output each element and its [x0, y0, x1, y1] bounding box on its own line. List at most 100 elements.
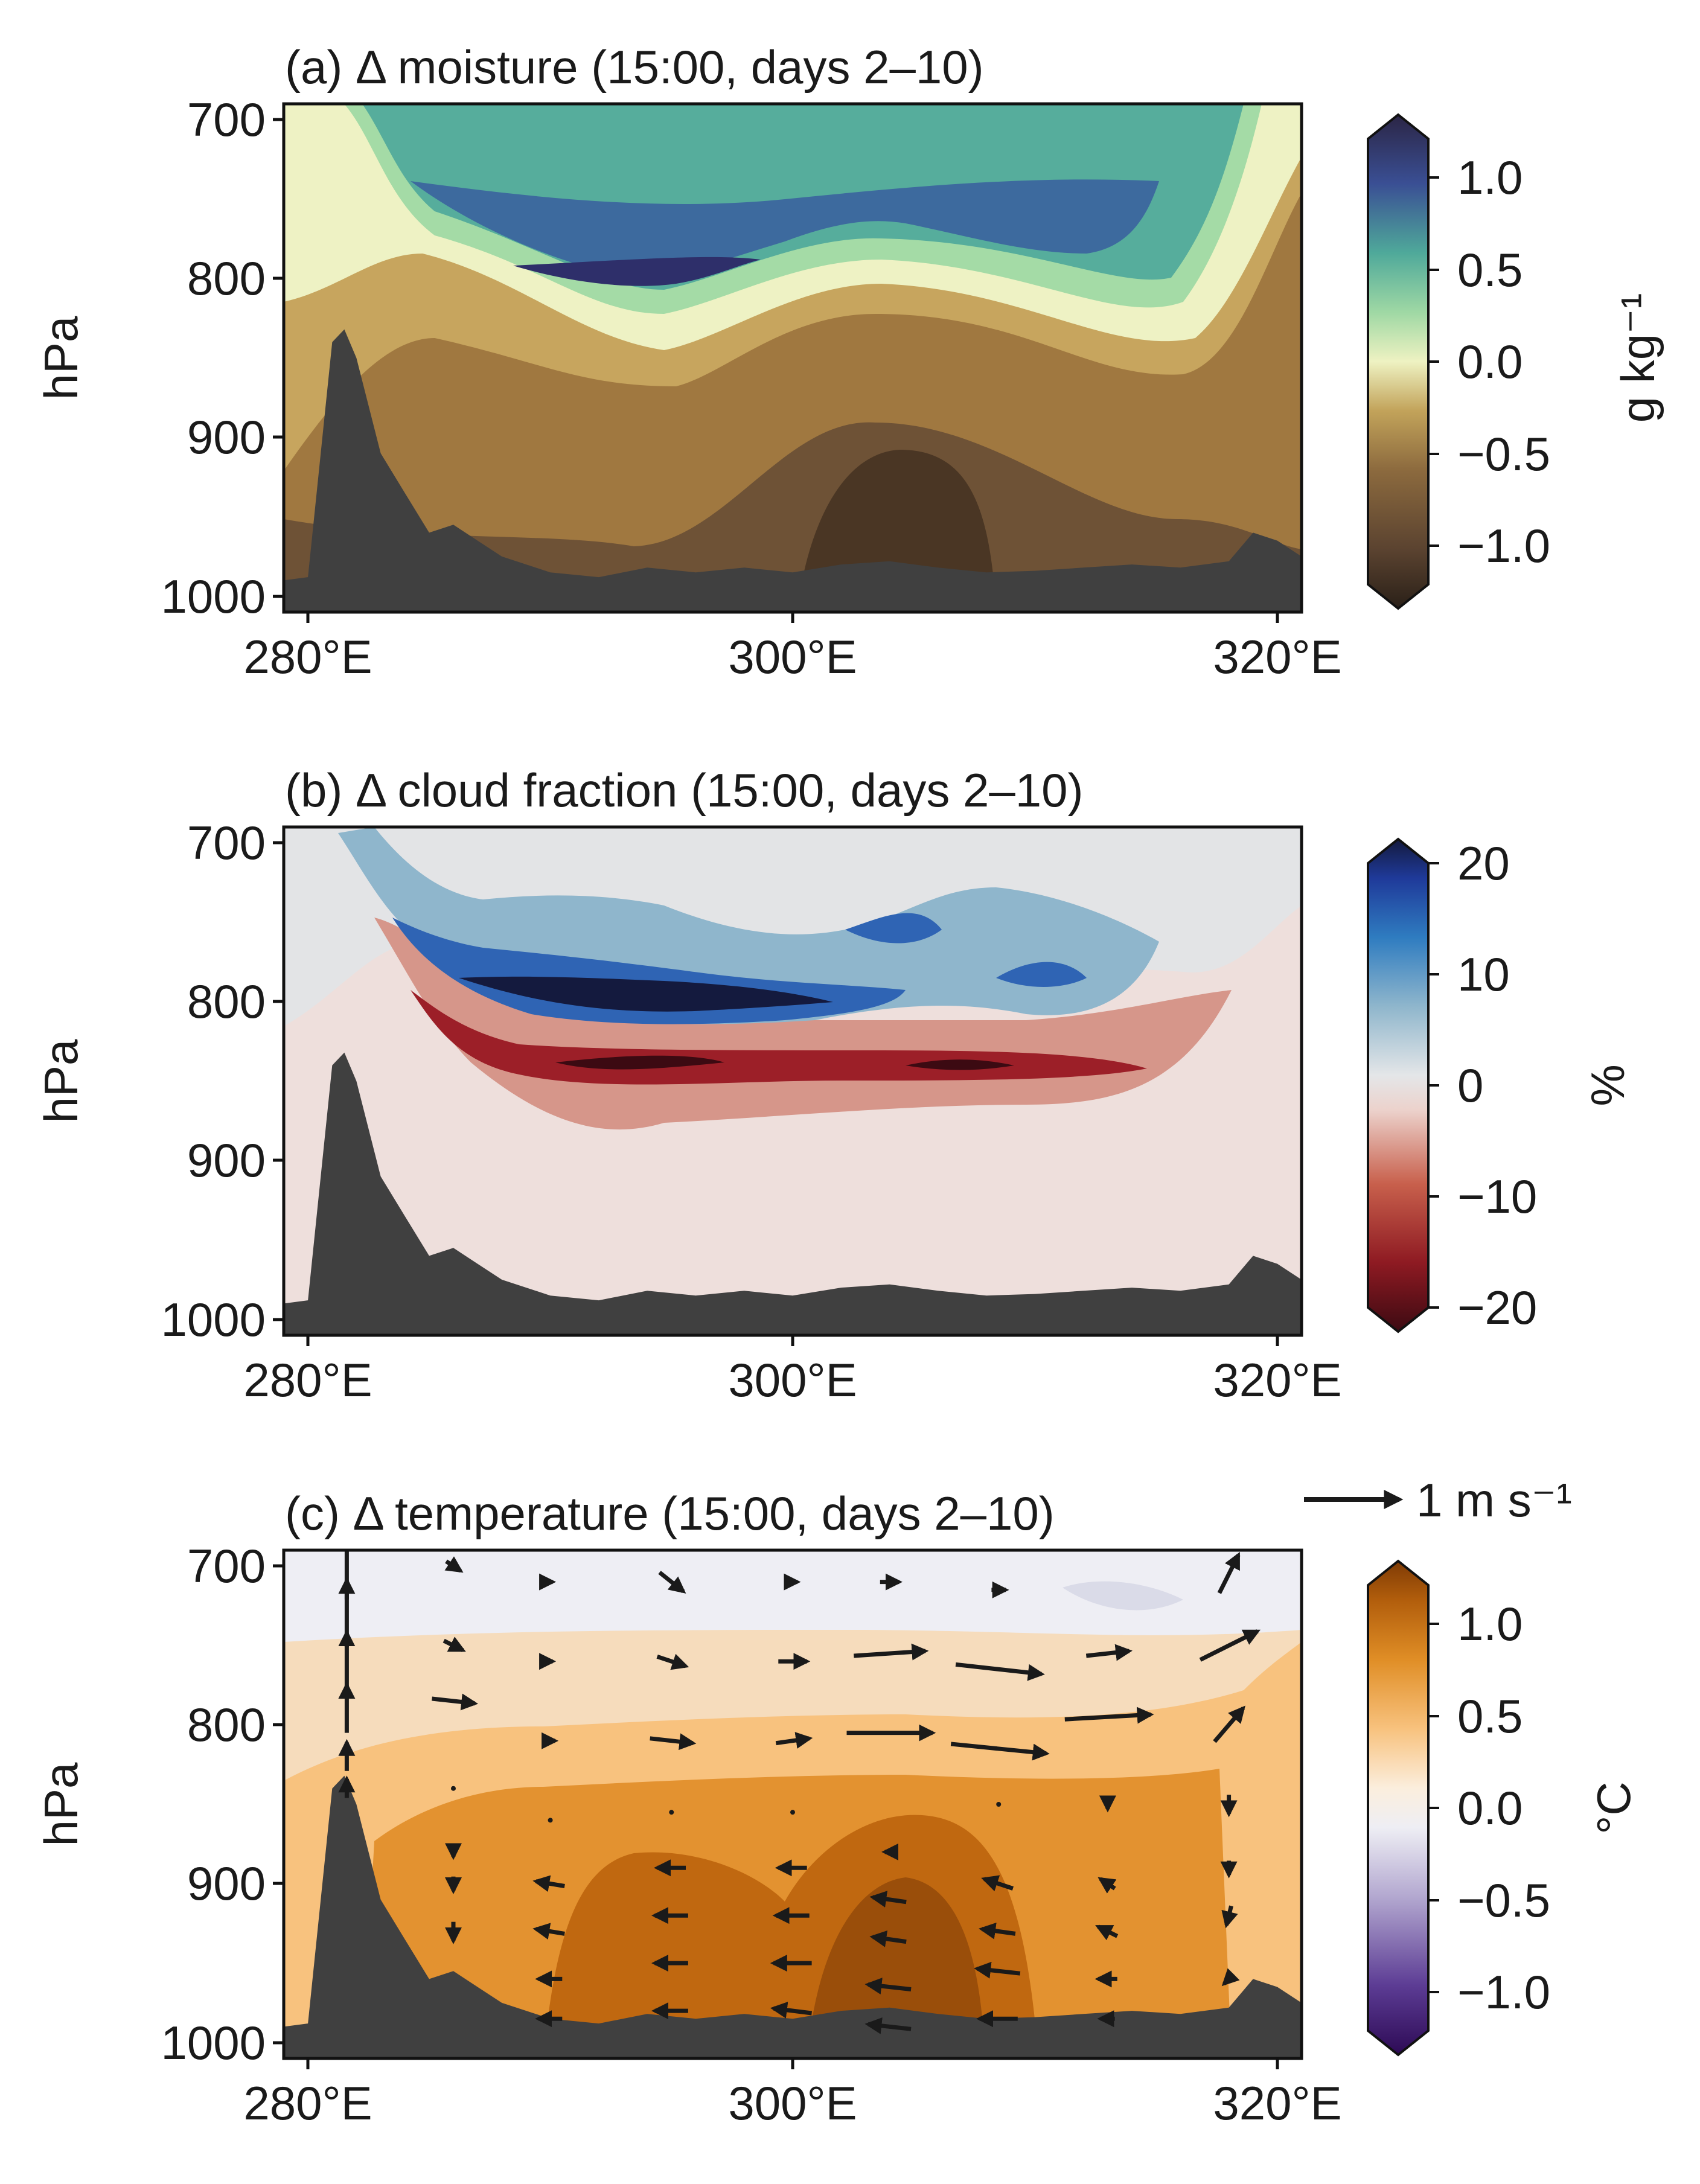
moisture-deep-dry-layer [284, 422, 1302, 612]
quiver-arrow [656, 1653, 689, 1670]
quiver-arrow [443, 1636, 466, 1652]
panel-a-terrain [284, 329, 1302, 612]
quiver-arrow [955, 1662, 1045, 1681]
panel-c-xticks: 280°E 300°E 320°E [243, 2058, 1342, 2130]
panel-b-cbar-tick-5: −20 [1457, 1281, 1537, 1334]
panel-a-xtick-300: 300°E [728, 630, 857, 683]
quiver-key: 1 m s⁻¹ [1304, 1474, 1572, 1527]
quiver-arrow [1221, 1905, 1238, 1929]
panel-b-title: (b) Δ cloud fraction (15:00, days 2–10) [285, 764, 1084, 817]
panel-c-xtick-280: 280°E [243, 2077, 372, 2130]
panel-a-cbar-tick-2: 0.5 [1457, 243, 1523, 296]
panel-b-colorbar-body [1367, 837, 1430, 1333]
panel-c-cbar-tick-2: 0.5 [1457, 1690, 1523, 1743]
panel-a: (a) Δ moisture (15:00, days 2–10) hPa 70 [34, 40, 1664, 683]
quiver-arrow [1095, 1924, 1119, 1941]
panel-b-yticks: 700 800 900 1000 [161, 816, 284, 1346]
panel-a-yticks: 700 800 900 1000 [161, 93, 284, 623]
panel-b-cbar-tick-1: 20 [1457, 837, 1510, 890]
panel-c-xtick-320: 320°E [1213, 2077, 1341, 2130]
panel-b-cbar-tick-2: 10 [1457, 948, 1510, 1001]
panel-a-cbar-tick-1: 1.0 [1457, 151, 1523, 204]
panel-a-xtick-320: 320°E [1213, 630, 1341, 683]
panel-c-ytick-700: 700 [187, 1539, 266, 1592]
panel-a-ytick-700: 700 [187, 93, 266, 146]
panel-c-colorbar: 1.0 0.5 0.0 −0.5 −1.0 °C [1367, 1559, 1640, 2057]
quiver-arrow [775, 1732, 813, 1749]
panel-c-terrain [284, 1775, 1302, 2058]
panel-c-cbar-tick-1: 1.0 [1457, 1597, 1523, 1650]
panel-c-ylabel: hPa [34, 1762, 88, 1846]
quiver-arrow [1217, 1551, 1241, 1594]
panel-c-cbar-tick-4: −0.5 [1457, 1874, 1550, 1927]
panel-a-xticks: 280°E 300°E 320°E [243, 612, 1342, 683]
panel-b-terrain [284, 1052, 1302, 1335]
panel-b: (b) Δ cloud fraction (15:00, days 2–10) … [34, 764, 1634, 1407]
quiver-arrow [532, 1875, 565, 1892]
quiver-arrow [432, 1693, 479, 1711]
panel-b-colorbar: 20 10 0 −10 −20 % [1367, 837, 1634, 1334]
temperature-cool-patch [1062, 1581, 1183, 1611]
quiver-arrow [669, 1810, 674, 1815]
panel-a-cbar-tick-3: 0.0 [1457, 335, 1523, 388]
quiver-arrow [444, 1556, 464, 1573]
panel-a-colorbar-body [1367, 113, 1430, 610]
quiver-arrow [869, 1930, 907, 1947]
quiver-arrow [658, 1571, 686, 1594]
temperature-warm-core [809, 1877, 984, 2040]
moisture-blue-core [411, 179, 1159, 275]
panel-c-ytick-900: 900 [187, 1857, 266, 1910]
panel-a-title: (a) Δ moisture (15:00, days 2–10) [285, 40, 984, 94]
quiver-arrow [1098, 1877, 1117, 1894]
quiver-arrow [854, 1643, 929, 1661]
panel-a-ylabel: hPa [34, 316, 88, 400]
panel-c-cbar-tick-3: 0.0 [1457, 1781, 1523, 1834]
panel-c: (c) Δ temperature (15:00, days 2–10) 1 m… [34, 1474, 1640, 2130]
quiver-arrow [548, 1818, 553, 1823]
cloud-upper-neutral [284, 827, 1302, 1026]
panel-b-ytick-900: 900 [187, 1134, 266, 1187]
quiver-arrow [974, 1961, 1021, 1979]
panel-a-ytick-900: 900 [187, 410, 266, 464]
panel-c-ytick-800: 800 [187, 1698, 266, 1751]
panel-a-xtick-280: 280°E [243, 630, 372, 683]
panel-a-colorbar-label: g kg⁻¹ [1611, 293, 1664, 423]
quiver-arrow [1199, 1629, 1261, 1662]
panel-c-colorbar-label: °C [1587, 1781, 1640, 1834]
quiver-arrow [1064, 1707, 1154, 1724]
panel-a-cbar-tick-5: −1.0 [1457, 519, 1550, 572]
panel-b-cbar-tick-3: 0 [1457, 1059, 1483, 1112]
panel-c-yticks: 700 800 900 1000 [161, 1539, 284, 2069]
quiver-arrow [770, 2001, 813, 2019]
panel-c-xtick-300: 300°E [728, 2077, 857, 2130]
quiver-arrow [1221, 1968, 1240, 1987]
panel-b-ytick-1000: 1000 [161, 1293, 266, 1346]
panel-c-cbar-tick-5: −1.0 [1457, 1965, 1550, 2019]
quiver-arrow [790, 1810, 795, 1815]
panel-b-xtick-300: 300°E [728, 1353, 857, 1407]
panel-a-cbar-tick-4: −0.5 [1457, 427, 1550, 481]
panel-b-ytick-700: 700 [187, 816, 266, 869]
panel-a-ytick-1000: 1000 [161, 570, 266, 623]
cloud-positive-core [459, 976, 833, 1012]
quiver-arrow [1085, 1644, 1133, 1661]
panel-a-colorbar: 1.0 0.5 0.0 −0.5 −1.0 g kg⁻¹ [1367, 113, 1664, 610]
quiver-arrow [996, 1802, 1002, 1807]
panel-c-ytick-1000: 1000 [161, 2016, 266, 2069]
panel-b-xticks: 280°E 300°E 320°E [243, 1335, 1342, 1407]
quiver-arrow [864, 2017, 912, 2034]
cloud-negative-core [555, 1055, 1014, 1070]
panel-b-xtick-280: 280°E [243, 1353, 372, 1407]
quiver-key-label: 1 m s⁻¹ [1416, 1474, 1572, 1527]
panel-b-ytick-800: 800 [187, 975, 266, 1028]
quiver-arrow [864, 1978, 912, 1994]
quiver-arrow [869, 1891, 907, 1908]
temperature-upper-neutral [284, 1550, 1302, 1642]
moisture-navy-core [513, 257, 761, 286]
quiver-arrow [950, 1742, 1050, 1761]
panel-a-ytick-800: 800 [187, 252, 266, 305]
quiver-arrow [650, 1733, 697, 1751]
panel-b-ylabel: hPa [34, 1039, 88, 1123]
quiver-arrow [979, 1922, 1016, 1940]
